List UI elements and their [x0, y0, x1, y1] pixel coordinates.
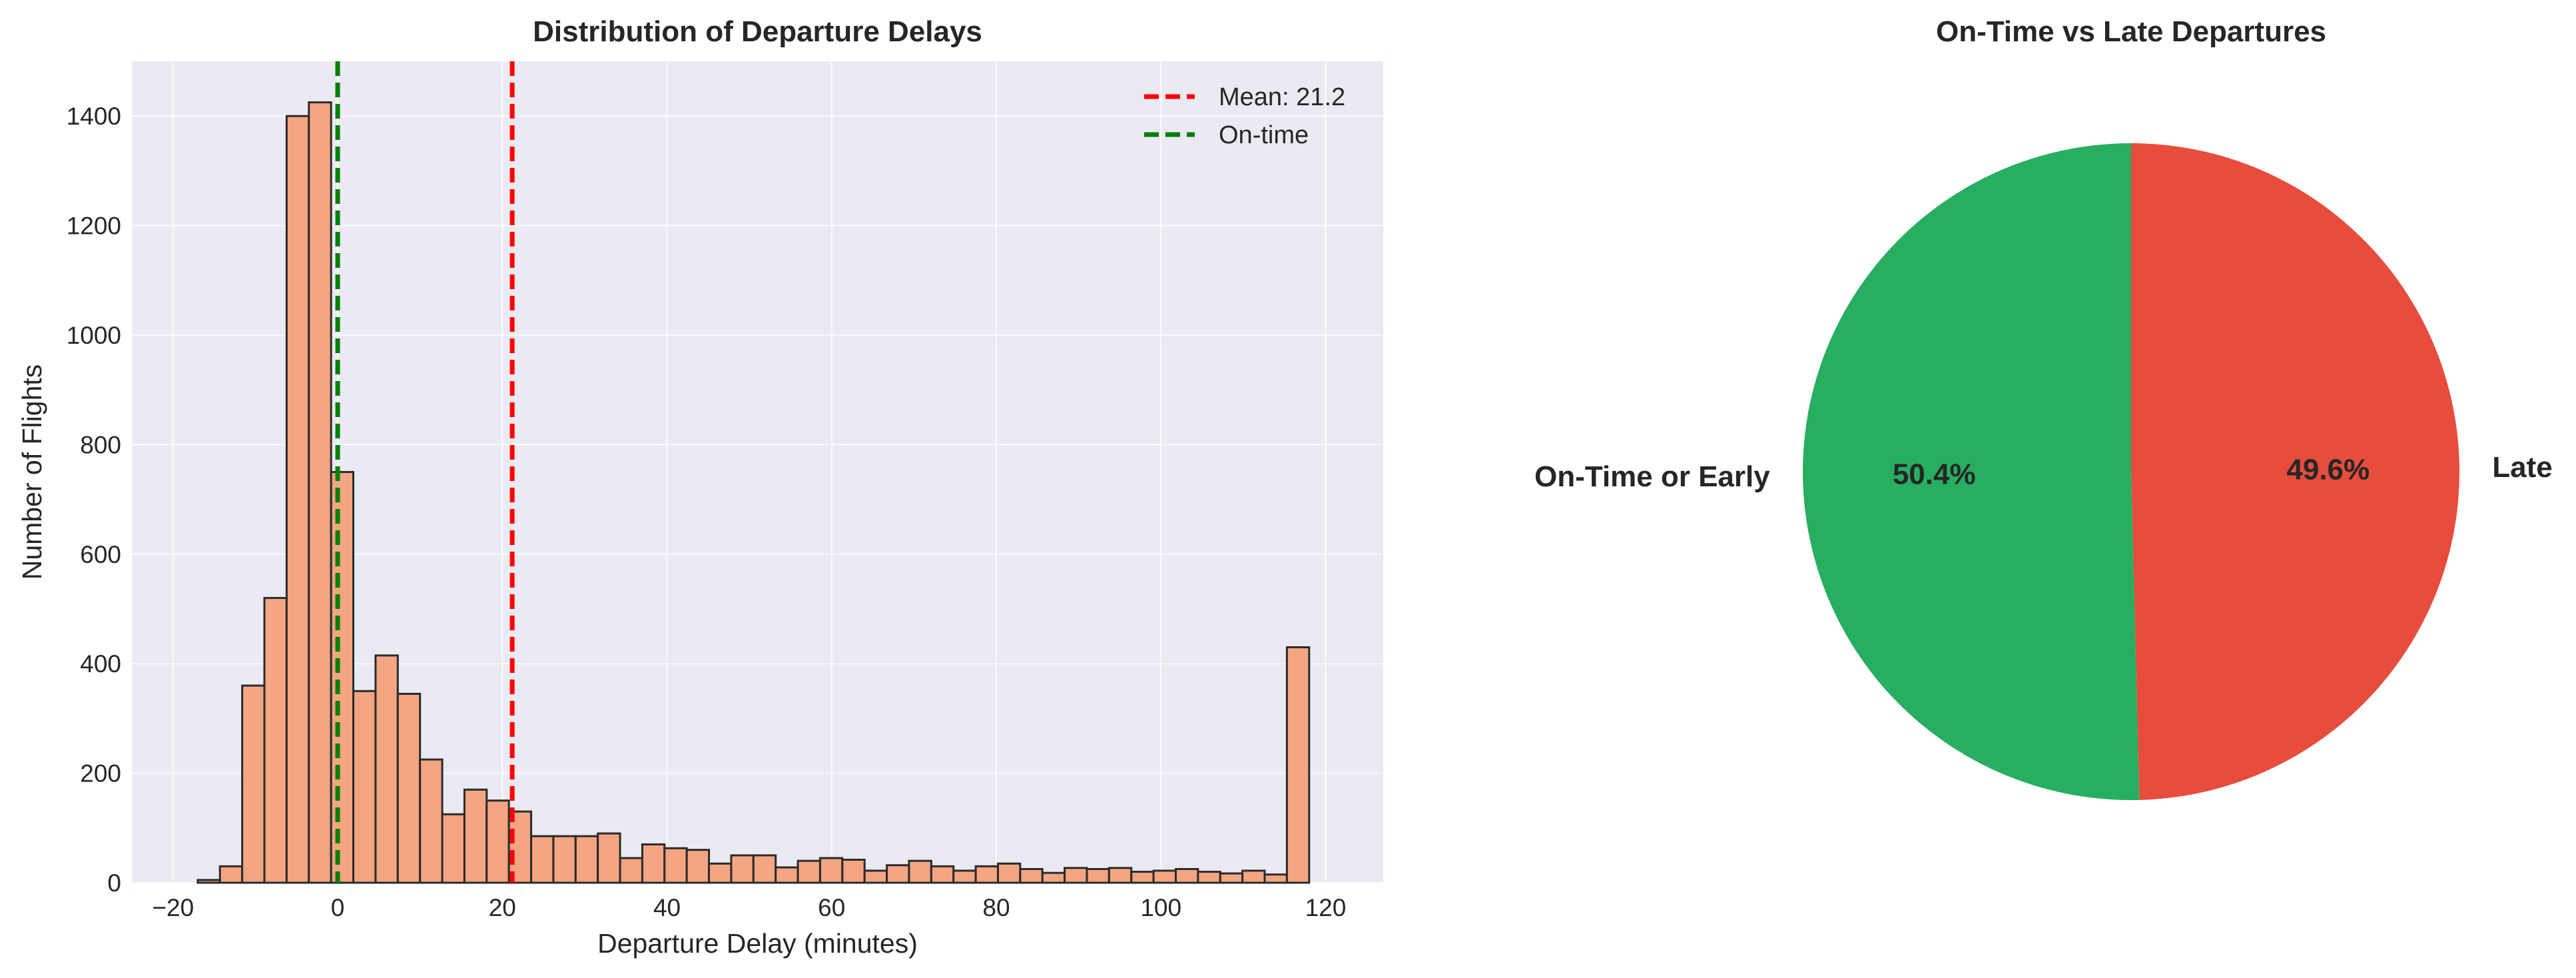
- legend-label-on-time: On-time: [1219, 121, 1309, 149]
- histogram-bar: [441, 813, 466, 884]
- histogram-bar: [685, 849, 711, 884]
- y-axis-label: Number of Flights: [17, 364, 47, 580]
- histogram-bar: [818, 857, 844, 884]
- histogram-bar: [263, 597, 288, 884]
- y-tick-label: 1400: [67, 103, 121, 130]
- pie-pct-late: 49.6%: [2286, 453, 2370, 486]
- pie-label-on-time-or-early: On-Time or Early: [1534, 460, 1770, 493]
- pie-slice-late: [2131, 143, 2460, 800]
- histogram-bar: [886, 864, 910, 884]
- histogram-bar: [841, 858, 866, 884]
- histogram-bar: [1019, 867, 1044, 884]
- x-tick-label: 60: [818, 894, 845, 921]
- histogram-bar: [708, 862, 733, 884]
- x-tick-label: 100: [1140, 894, 1181, 921]
- histogram-bar: [775, 866, 799, 884]
- histogram-bar: [552, 835, 577, 884]
- histogram-bar: [1086, 867, 1110, 884]
- histogram-bar: [1219, 872, 1244, 884]
- y-tick-label: 800: [80, 431, 121, 458]
- pie-label-late: Late: [2492, 451, 2552, 484]
- histogram-bar: [1152, 869, 1177, 884]
- histogram-bars: [196, 101, 1311, 884]
- histogram-bar: [1130, 871, 1155, 884]
- x-tick-label: 120: [1305, 894, 1347, 921]
- histogram-bar: [396, 692, 422, 884]
- histogram-bar: [619, 857, 643, 884]
- y-tick-label: 400: [80, 650, 121, 678]
- histogram-bar: [374, 654, 399, 884]
- histogram-bar: [1174, 867, 1199, 884]
- histogram-bar: [641, 843, 666, 884]
- histogram-bar: [930, 865, 955, 884]
- histogram-bar: [597, 832, 621, 884]
- histogram-bar: [752, 854, 777, 884]
- y-tick-label: 200: [80, 760, 121, 787]
- legend-label-mean: Mean: 21.2: [1219, 83, 1345, 111]
- legend: Mean: 21.2 On-time: [1144, 83, 1345, 149]
- histogram-bar: [1064, 867, 1088, 884]
- histogram-bar: [996, 862, 1022, 884]
- histogram-bar: [241, 684, 266, 884]
- x-tick-label: 0: [331, 894, 345, 921]
- reference-lines: [335, 61, 515, 883]
- histogram-bar: [308, 101, 332, 884]
- histogram-bar: [463, 788, 488, 884]
- y-tick-label: 1200: [67, 213, 121, 240]
- pie-pct-on-time-or-early: 50.4%: [1893, 458, 1976, 491]
- x-tick-label: 80: [982, 894, 1010, 921]
- histogram-bar: [530, 835, 555, 884]
- y-tick-label: 600: [80, 541, 121, 568]
- histogram-bar: [507, 810, 533, 884]
- x-tick-label: 20: [489, 894, 516, 921]
- x-tick-label: −20: [152, 894, 194, 921]
- histogram-bar: [974, 865, 999, 884]
- y-tick-labels: 0 200 400 600 800 1000 1200 1400: [67, 103, 121, 897]
- histogram-bar: [218, 865, 244, 884]
- histogram-bar: [730, 854, 755, 884]
- histogram-bar: [863, 869, 888, 884]
- histogram-bar: [797, 859, 821, 884]
- y-tick-label: 0: [107, 869, 121, 897]
- pie-slice-on-time-or-early: [1803, 143, 2140, 800]
- histogram-bar: [485, 799, 510, 884]
- histogram-bar: [1041, 871, 1066, 884]
- histogram-bar: [1241, 869, 1266, 884]
- pie-title: On-Time vs Late Departures: [1936, 15, 2326, 48]
- histogram-bar: [1263, 873, 1288, 884]
- histogram-bar: [663, 847, 688, 884]
- histogram-bar: [1108, 867, 1133, 884]
- histogram-bar: [1197, 871, 1221, 884]
- histogram-title: Distribution of Departure Delays: [533, 15, 982, 48]
- x-axis-label: Departure Delay (minutes): [597, 928, 918, 959]
- histogram-chart: Distribution of Departure Delays −20 0 20 4…: [17, 15, 1383, 959]
- x-tick-label: 40: [653, 894, 681, 921]
- histogram-bar: [952, 869, 977, 884]
- histogram-bar: [574, 835, 599, 884]
- histogram-bar: [908, 859, 932, 884]
- histogram-bar: [1285, 646, 1311, 884]
- histogram-bar: [330, 471, 355, 884]
- histogram-bar: [419, 758, 444, 884]
- histogram-bar: [196, 879, 221, 884]
- histogram-bar: [352, 690, 377, 884]
- x-tick-labels: −20 0 20 40 60 80 100 120: [152, 894, 1346, 921]
- y-tick-label: 1000: [67, 322, 121, 349]
- histogram-bar: [285, 115, 310, 884]
- pie-chart: On-Time vs Late Departures 49.6% 50.4% L…: [1534, 15, 2553, 800]
